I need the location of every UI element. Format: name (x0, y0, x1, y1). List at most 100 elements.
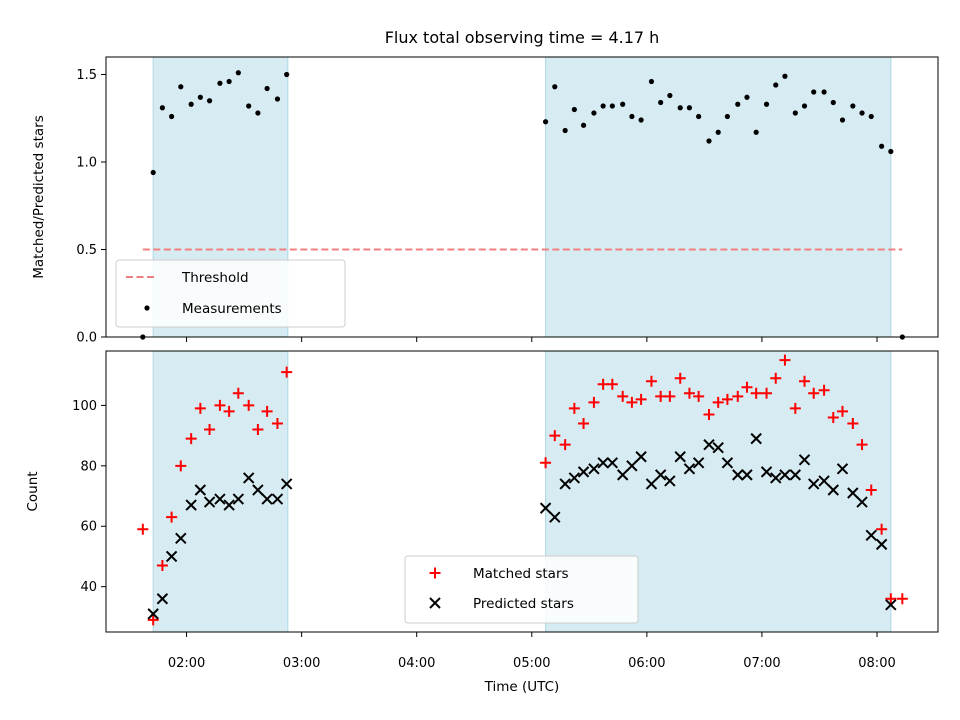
data-point (147, 614, 159, 626)
data-point (571, 106, 577, 113)
x-tick-label: 04:00 (398, 656, 435, 671)
data-point (617, 390, 629, 402)
x-tick-label: 03:00 (283, 656, 320, 671)
data-point (620, 101, 626, 107)
data-point (712, 441, 724, 454)
data-point (235, 70, 241, 76)
data-point (885, 599, 897, 611)
data-point (226, 78, 232, 85)
data-point (875, 538, 888, 551)
data-point (261, 405, 273, 417)
data-point (252, 484, 264, 496)
data-point (626, 460, 638, 472)
data-point (568, 472, 581, 484)
data-point (232, 387, 244, 399)
data-point (847, 418, 859, 430)
data-point (692, 457, 705, 469)
data-point (888, 148, 894, 155)
shaded-interval-1 (152, 350, 289, 633)
data-point (836, 405, 848, 417)
data-point (799, 375, 811, 387)
data-point (578, 418, 590, 430)
data-point (830, 99, 836, 106)
data-point (741, 469, 753, 481)
data-point (264, 85, 270, 92)
data-point (868, 113, 874, 120)
data-point (597, 378, 609, 390)
data-point (674, 451, 686, 463)
data-point (539, 502, 552, 514)
data-point (168, 113, 175, 120)
data-point (591, 110, 597, 116)
data-point (865, 529, 877, 542)
data-point (204, 424, 216, 436)
series-matched-stars (137, 354, 908, 626)
data-point (818, 475, 830, 487)
data-point (779, 354, 791, 366)
data-point (686, 105, 693, 111)
data-point (732, 390, 744, 402)
legend-matched-label: Matched stars (473, 566, 569, 582)
data-point (850, 103, 856, 109)
x-tick-label: 02:00 (168, 656, 205, 671)
chart-title: Flux total observing time = 4.17 h (385, 28, 660, 47)
data-point (246, 103, 252, 109)
data-point (808, 387, 820, 399)
data-point (194, 402, 206, 414)
top-panel: 0.0 0.5 1.0 1.5 Matched/Predicted stars Thres… (31, 56, 939, 346)
axes-frame (105, 350, 939, 633)
data-point (712, 396, 724, 408)
data-point (156, 560, 168, 572)
data-point (559, 439, 571, 451)
y-tick-label: 40 (80, 580, 97, 595)
data-point (658, 99, 664, 106)
data-point (635, 393, 647, 405)
x-axis-label: Time (UTC) (484, 679, 560, 695)
legend: Matched stars Predicted stars (404, 555, 639, 624)
data-point (568, 402, 580, 414)
data-point (580, 122, 587, 128)
shaded-interval-2 (545, 56, 892, 338)
data-point (648, 78, 655, 85)
data-point (577, 466, 590, 478)
data-point (178, 84, 184, 90)
data-point (223, 499, 235, 511)
data-point (280, 478, 293, 490)
y-tick-label: 80 (80, 459, 97, 474)
data-point (773, 82, 779, 88)
data-point (203, 496, 216, 508)
y-tick-label: 0.0 (76, 331, 97, 346)
data-point (645, 375, 657, 387)
data-point (856, 439, 868, 451)
data-point (721, 393, 733, 405)
data-point (549, 430, 561, 442)
data-point (683, 387, 695, 399)
data-point (763, 101, 770, 107)
data-point (896, 593, 908, 605)
data-point (156, 593, 169, 605)
data-point (552, 84, 558, 90)
data-point (847, 487, 859, 499)
data-point (674, 372, 686, 384)
data-point (818, 384, 830, 396)
data-point (792, 110, 798, 116)
data-point (782, 73, 788, 79)
legend-matched-swatch (429, 567, 441, 579)
data-point (606, 378, 618, 390)
y-axis-label: Count (25, 471, 41, 511)
data-point (865, 484, 877, 496)
data-point (175, 532, 187, 545)
x-tick-label: 06:00 (628, 656, 665, 671)
data-point (827, 484, 839, 496)
y-tick-label: 1.0 (76, 156, 97, 171)
data-point (166, 511, 178, 523)
data-point (811, 89, 817, 95)
data-point (859, 110, 865, 116)
data-point (664, 390, 676, 402)
data-point (715, 129, 721, 135)
x-tick-label: 07:00 (743, 656, 780, 671)
data-point (645, 478, 658, 490)
data-point (197, 94, 203, 100)
x-tick-label: 05:00 (513, 656, 550, 671)
